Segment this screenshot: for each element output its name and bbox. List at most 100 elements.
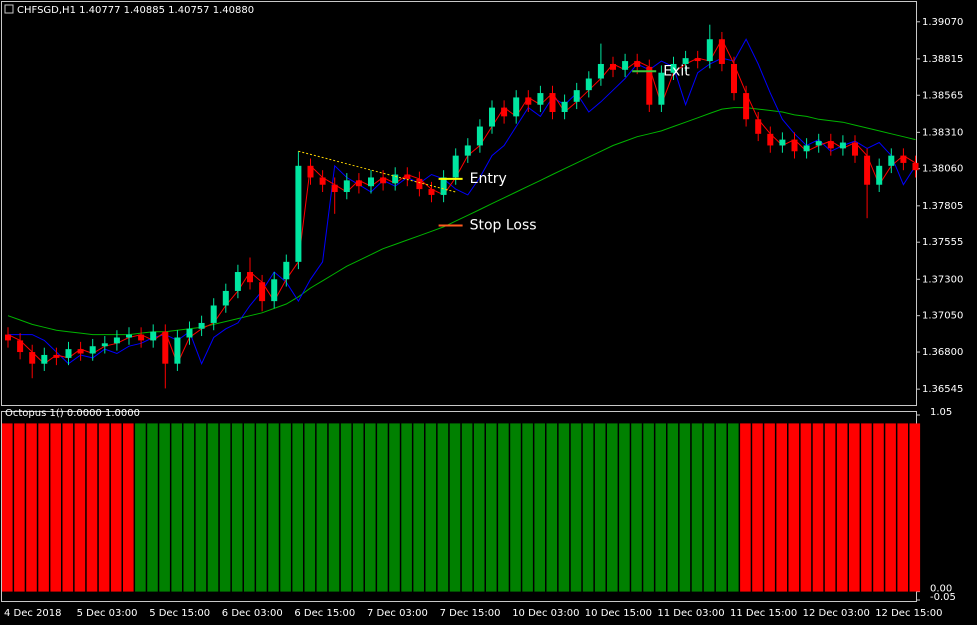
x-tick-label: 5 Dec 03:00 xyxy=(77,608,138,619)
candle-body xyxy=(610,63,616,70)
trendline xyxy=(298,150,456,193)
indicator-bar xyxy=(413,423,424,592)
indicator-bar xyxy=(328,423,340,592)
indicator-bar xyxy=(752,423,763,592)
candle-body xyxy=(912,162,919,171)
indicator-bar xyxy=(486,423,497,592)
candle-body xyxy=(452,155,459,178)
indicator-bar xyxy=(231,423,243,592)
candle-body xyxy=(259,282,266,302)
indicator-bar xyxy=(631,423,642,592)
candle-body xyxy=(186,328,193,338)
x-tick-label: 12 Dec 15:00 xyxy=(875,608,942,619)
indicator-bar xyxy=(292,423,303,592)
indicator-bar xyxy=(316,423,328,592)
candle-body xyxy=(525,97,532,105)
candle-body xyxy=(464,145,471,156)
candle-body xyxy=(126,334,132,338)
candle-body xyxy=(755,119,762,134)
indicator-bar xyxy=(389,423,400,592)
indicator-bar xyxy=(582,423,594,592)
candle-body xyxy=(198,322,205,329)
indicator-bar xyxy=(244,423,255,592)
candle-body xyxy=(428,189,435,195)
candle-body xyxy=(343,180,350,193)
candle-body xyxy=(150,331,157,341)
candle-body xyxy=(174,337,181,364)
indicator-bar xyxy=(195,423,207,592)
indicator-bar xyxy=(594,423,606,592)
indicator-bar xyxy=(304,423,316,592)
indicator-bar xyxy=(86,423,98,592)
indicator-bar xyxy=(498,423,509,592)
indicator-bar xyxy=(401,423,412,592)
indicator-bar xyxy=(183,423,195,592)
candle-body xyxy=(222,290,229,306)
indicator-bar xyxy=(885,423,896,592)
indicator-bar xyxy=(425,423,437,592)
candle-body xyxy=(827,141,834,149)
indicator-bar xyxy=(546,423,558,592)
indicator-bar xyxy=(703,423,715,592)
candle-body xyxy=(501,107,508,117)
candle-body xyxy=(295,165,302,262)
indicator-bar xyxy=(655,423,666,592)
indicator-line xyxy=(7,107,916,336)
candle-body xyxy=(331,184,338,193)
candle-body xyxy=(89,346,96,354)
y-tick-label: 1.37805 xyxy=(922,201,963,212)
x-tick-label: 7 Dec 03:00 xyxy=(367,608,428,619)
indicator-bar xyxy=(812,423,824,592)
candle-body xyxy=(416,178,423,190)
indicator-bar xyxy=(2,423,13,592)
indicator-bar xyxy=(800,423,812,592)
main-pane-frame xyxy=(1,1,917,406)
candle-body xyxy=(815,141,822,146)
indicator-bar xyxy=(147,423,158,592)
candle-body xyxy=(380,177,387,184)
indicator-bar xyxy=(643,423,654,592)
indicator-bar xyxy=(50,423,61,592)
indicator-bar xyxy=(38,423,49,592)
indicator-bar xyxy=(268,423,279,592)
candle-body xyxy=(210,305,217,323)
candle-body xyxy=(247,272,253,283)
candle-body xyxy=(561,101,568,112)
candle-body xyxy=(839,142,846,149)
indicator-bar xyxy=(26,423,37,592)
candle-body xyxy=(573,90,580,102)
candle-body xyxy=(634,61,641,67)
indicator-bar xyxy=(740,423,751,592)
indicator-bar xyxy=(619,423,630,592)
indicator-bar xyxy=(280,423,291,592)
y-tick-label: 1.36800 xyxy=(922,347,963,358)
indicator-bar xyxy=(558,423,570,592)
y-tick-label: 1.38310 xyxy=(922,127,963,138)
x-tick-label: 12 Dec 03:00 xyxy=(803,608,870,619)
indicator-bar xyxy=(788,423,800,592)
candle-body xyxy=(682,58,689,64)
indicator-bar xyxy=(135,423,146,592)
candle-body xyxy=(5,334,11,341)
indicator-bar xyxy=(764,423,775,592)
candle-body xyxy=(476,126,483,146)
indicator-bar xyxy=(897,423,908,592)
indicator-bar xyxy=(159,423,170,592)
indicator-bar xyxy=(473,423,485,592)
y-tick-label: 1.39070 xyxy=(922,17,963,28)
candle-body xyxy=(900,155,907,163)
indicator-bar xyxy=(14,423,25,592)
candle-body xyxy=(307,165,314,178)
candle-body xyxy=(29,352,36,364)
indicator-bar xyxy=(365,423,376,592)
indicator-bar xyxy=(715,423,727,592)
candle-body xyxy=(65,349,72,358)
candle-body xyxy=(392,174,399,184)
indicator-bar xyxy=(461,423,473,592)
candle-body xyxy=(585,78,592,91)
candle-body xyxy=(17,340,24,353)
candle-body xyxy=(852,142,858,156)
x-tick-label: 7 Dec 15:00 xyxy=(440,608,501,619)
candle-body xyxy=(767,133,774,146)
